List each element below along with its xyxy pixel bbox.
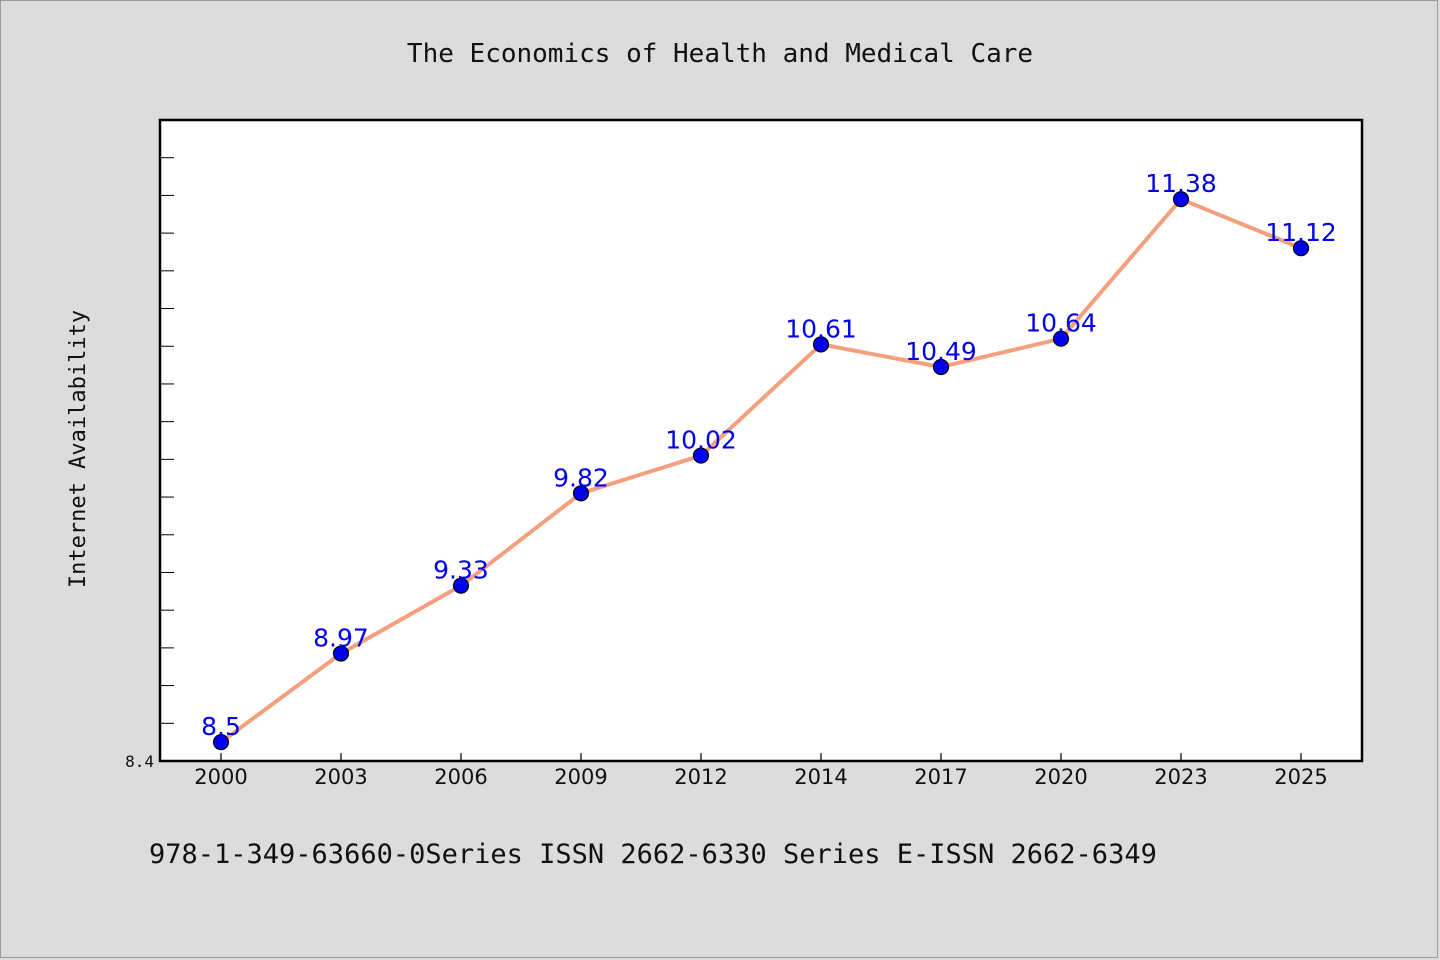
x-tick-label: 2006 bbox=[434, 765, 487, 789]
x-tick-label: 2003 bbox=[314, 765, 367, 789]
data-label: 11.38 bbox=[1145, 169, 1217, 198]
x-tick-label: 2000 bbox=[194, 765, 247, 789]
data-point-marker bbox=[1172, 191, 1190, 208]
data-label: 10.49 bbox=[905, 337, 977, 366]
data-label: 10.61 bbox=[785, 314, 857, 343]
data-point-marker bbox=[572, 485, 590, 502]
x-tick-label: 2020 bbox=[1034, 765, 1087, 789]
data-point-marker bbox=[1052, 330, 1070, 347]
x-tick-label: 2025 bbox=[1274, 765, 1327, 789]
x-tick-label: 2023 bbox=[1154, 765, 1207, 789]
data-point-marker bbox=[452, 577, 470, 594]
series-line bbox=[219, 197, 1303, 745]
series-line-group bbox=[219, 197, 1303, 745]
data-point-marker bbox=[692, 447, 710, 464]
x-tick-label: 2017 bbox=[914, 765, 967, 789]
data-labels: 8.5 8.97 9.33 9.82 10.02 10.61 10.49 10.64 11.38… bbox=[201, 169, 1337, 741]
data-label: 8.97 bbox=[313, 624, 369, 653]
y-axis-ticks: 8.4 bbox=[125, 119, 174, 771]
y-axis-label: Internet Availability bbox=[66, 310, 91, 588]
data-label: 9.82 bbox=[553, 463, 609, 492]
x-tick-label: 2014 bbox=[794, 765, 847, 789]
y-tick-label: 8.4 bbox=[125, 752, 154, 771]
data-label: 8.5 bbox=[201, 712, 241, 741]
x-tick-label: 2012 bbox=[674, 765, 727, 789]
x-tick-label: 2009 bbox=[554, 765, 607, 789]
series-markers bbox=[212, 191, 1310, 751]
data-point-marker bbox=[932, 358, 950, 376]
chart-title: The Economics of Health and Medical Care bbox=[407, 39, 1033, 69]
data-label: 9.33 bbox=[433, 556, 489, 585]
footer-isbn-text: 978-1-349-63660-0Series ISSN 2662-6330 S… bbox=[149, 839, 1157, 870]
data-point-marker bbox=[812, 336, 830, 353]
data-label: 11.12 bbox=[1265, 218, 1337, 247]
data-label: 10.64 bbox=[1025, 309, 1097, 338]
data-point-marker bbox=[212, 734, 230, 751]
data-point-marker bbox=[332, 645, 350, 662]
plot-area bbox=[158, 118, 1364, 763]
data-point-marker bbox=[1292, 240, 1310, 257]
x-axis-ticks: 2000 2003 2006 2009 2012 2014 2017 2020 2023 2025 bbox=[194, 753, 1328, 789]
data-label: 10.02 bbox=[665, 426, 737, 455]
